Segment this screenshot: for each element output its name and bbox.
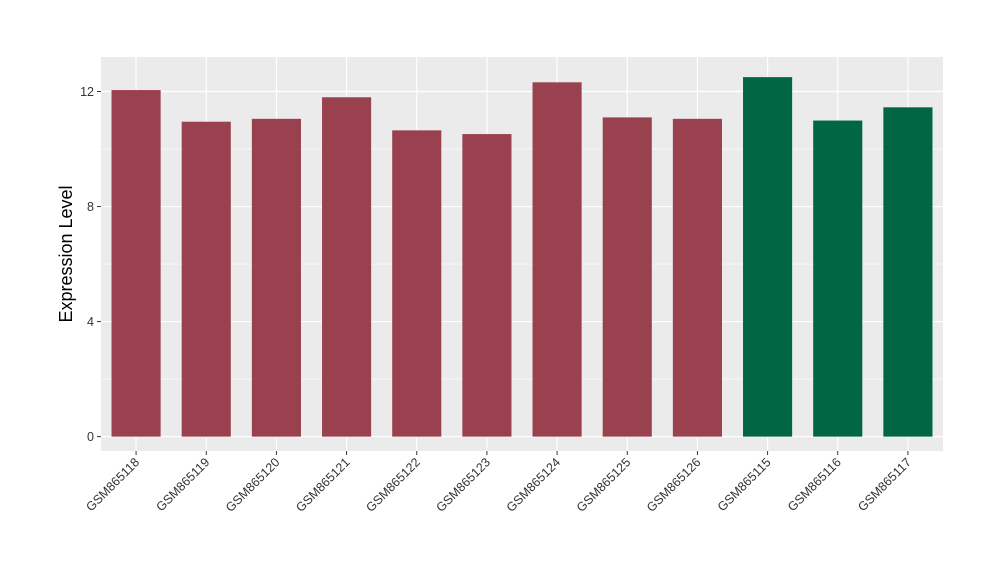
bar-GSM865119 [181, 121, 231, 437]
bar-GSM865124 [532, 82, 582, 437]
x-tick-label: GSM865123 [434, 455, 494, 515]
bar-GSM865123 [462, 134, 512, 437]
y-tick-label: 8 [87, 200, 94, 214]
x-tick-label: GSM865122 [363, 455, 423, 515]
bar-GSM865117 [883, 107, 933, 437]
x-tick-label: GSM865119 [153, 455, 212, 514]
bar-GSM865121 [322, 97, 372, 437]
x-tick-label: GSM865126 [644, 455, 704, 515]
plot-panel [101, 57, 943, 451]
x-axis-ticks: GSM865118 GSM865119 GSM865120 GSM865121 GSM8… [83, 451, 914, 515]
x-tick-label: GSM865124 [504, 455, 564, 515]
minor-gridlines [101, 148, 943, 380]
x-tick-label: GSM865125 [574, 455, 634, 515]
y-axis-ticks: 0 4 8 12 [80, 85, 101, 444]
bar-GSM865120 [251, 118, 301, 437]
bars [111, 77, 933, 437]
x-tick-label: GSM865121 [293, 455, 353, 515]
x-tick-label: GSM865118 [83, 455, 142, 514]
x-tick-label: GSM865117 [855, 455, 914, 514]
bar-GSM865125 [602, 117, 652, 437]
y-tick-label: 0 [87, 430, 94, 444]
bar-GSM865118 [111, 90, 161, 437]
bar-GSM865116 [813, 120, 863, 437]
x-tick-label: GSM865115 [715, 455, 774, 514]
bar-GSM865115 [743, 77, 793, 437]
y-tick-label: 4 [87, 315, 94, 329]
x-tick-label: GSM865120 [223, 455, 283, 515]
y-tick-label: 12 [80, 85, 94, 99]
bar-GSM865122 [392, 130, 442, 437]
bar-GSM865126 [672, 118, 722, 437]
x-tick-label: GSM865116 [785, 455, 844, 514]
y-axis-title: Expression Level [56, 185, 76, 322]
